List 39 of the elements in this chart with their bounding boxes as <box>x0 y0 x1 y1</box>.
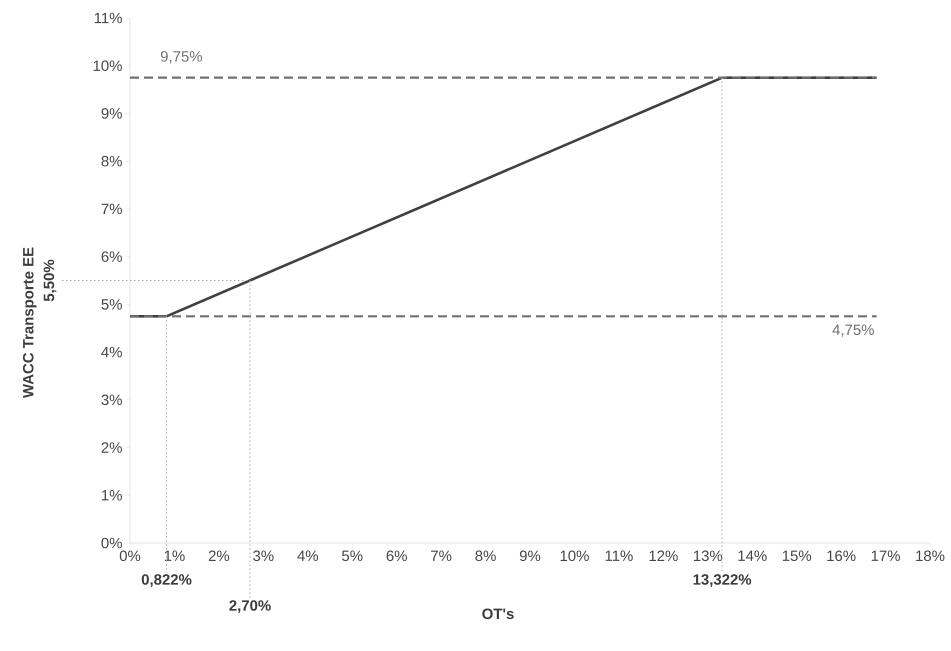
y-tick-label: 3% <box>101 394 122 406</box>
x-tick-label: 3% <box>253 550 274 562</box>
y-tick-label: 9% <box>102 108 122 119</box>
y-tick-label: 11% <box>94 12 122 24</box>
x-tick-label: 7% <box>431 550 452 561</box>
y-tick-label: 5% <box>101 299 122 310</box>
y-tick-label: 8% <box>102 156 122 166</box>
y-tick-label: 4% <box>101 346 122 358</box>
x-tick-label: 11% <box>606 550 633 561</box>
y-tick-label: 7% <box>102 204 122 214</box>
x-tick-label: 9% <box>520 550 540 562</box>
ref-line-label: 4,75% <box>832 324 874 337</box>
x-tick-label: 2% <box>208 550 230 562</box>
x-tick-label: 0% <box>120 550 140 562</box>
x-tick-label: 12% <box>650 550 678 562</box>
y-tick-label: 2% <box>102 442 122 453</box>
y-axis-title: WACC Transporte EE <box>22 248 36 398</box>
ref-line-label: 5,50% <box>44 260 56 302</box>
x-tick-label: 8% <box>475 550 496 562</box>
ref-line-label: 9,75% <box>160 51 202 64</box>
y-tick-label: 1% <box>102 490 122 501</box>
x-tick-label: 16% <box>827 550 856 562</box>
x-tick-label: 17% <box>872 550 900 561</box>
y-tick-label: 0% <box>101 538 122 548</box>
x-tick-label: 4% <box>297 550 318 561</box>
x-tick-label: 18% <box>916 550 944 562</box>
x-tick-label: 6% <box>386 550 407 562</box>
ref-line-label: 13,322% <box>694 574 752 587</box>
y-tick-label: 10% <box>94 60 122 72</box>
ref-line-label: 2,70% <box>229 600 271 613</box>
x-tick-label: 13% <box>694 550 722 562</box>
x-axis-title: OT's <box>482 608 514 620</box>
x-tick-label: 15% <box>782 550 812 562</box>
ref-line-label: 0,822% <box>142 574 192 587</box>
y-tick-label: 6% <box>102 251 122 262</box>
x-tick-label: 5% <box>342 550 362 562</box>
x-tick-label: 10% <box>560 550 589 562</box>
x-tick-label: 14% <box>738 550 767 561</box>
x-tick-label: 1% <box>164 550 185 561</box>
